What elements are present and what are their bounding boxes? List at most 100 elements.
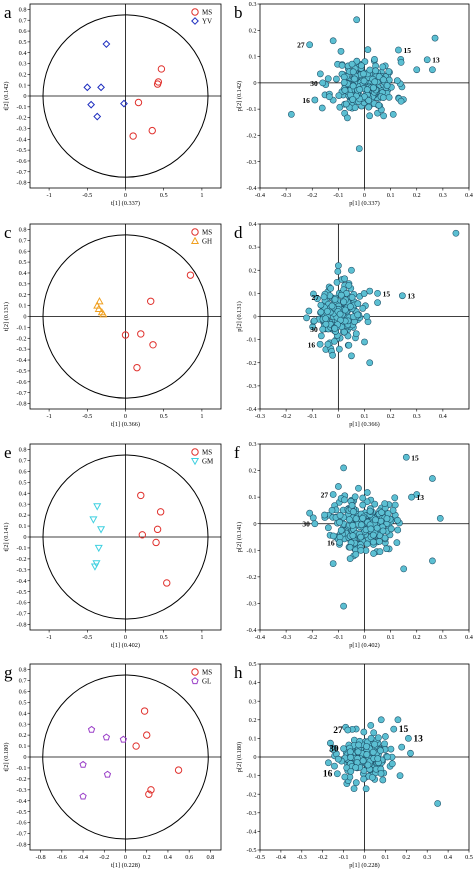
loading-point [331,296,339,303]
loading-point [344,114,351,122]
loading-point [327,739,334,747]
y-tick-label: 0.5 [249,661,257,668]
point-label: 27 [312,293,320,302]
legend-label: GM [202,458,214,466]
loading-point [340,464,347,472]
marker-gm [90,563,99,571]
x-tick-label: 0.5 [160,413,168,420]
y-tick-label: 0.1 [249,494,257,501]
x-tick-label: 0.6 [185,854,193,861]
marker-ms [149,341,157,349]
loading-point [324,524,332,532]
loading-point [375,538,383,545]
y-tick-label: -0.3 [247,601,257,608]
loading-point [452,229,460,237]
panel-letter: e [4,443,12,462]
x-tick-label: 0.5 [160,634,168,641]
loading-point [340,79,348,86]
loading-point [362,785,370,793]
x-tick-label: -0.3 [297,854,307,861]
y-tick-label: 0.5 [19,259,27,266]
x-tick-label: 1 [200,192,203,199]
loading-point [333,770,341,778]
x-tick-label: 0.1 [387,192,395,199]
loading-point [348,293,356,301]
loading-point [380,112,388,120]
marker-gh [99,310,108,318]
loading-point [348,352,355,360]
loading-point [379,63,387,71]
loading-point [349,68,357,76]
marker-yv [97,83,105,92]
x-tick-label: -0.8 [36,854,46,861]
y-tick-label: -0.4 [17,798,28,805]
y-tick-label: 0.1 [19,303,27,310]
loading-point [341,496,348,504]
y-tick-label: -0.3 [17,126,27,133]
loading-point [314,295,321,303]
x-tick-label: -1 [46,634,51,641]
loading-point [335,345,343,353]
y-tick-label: -0.5 [17,589,27,596]
loading-point [354,311,362,319]
point-label: 30 [310,325,318,334]
loading-point [389,506,397,514]
y-tick-label: 0.8 [19,7,27,14]
x-tick-label: -0.2 [99,854,109,861]
loading-point [377,716,385,724]
loading-point [347,303,354,310]
loading-point [374,289,381,297]
loading-point [365,103,373,111]
point-label: 27 [321,490,329,499]
y-tick-label: -0.1 [247,337,257,344]
loading-point [370,538,377,546]
x-axis-label: t[1] (0.228) [111,862,140,869]
panel-d: -0.3 -0.2 -0.1 0 0.1 0.2 0.3 0.4-0.4-0.3-0.2-0.… [234,221,470,428]
x-tick-label: -0.1 [339,854,349,861]
y-axis-label: p[2] (0.141) [236,522,243,552]
loading-point [366,359,374,367]
loading-point [344,726,352,734]
y-tick-label: 0 [23,534,26,541]
loading-point [317,301,325,309]
y-tick-label: 0.6 [19,248,27,255]
loading-point [351,75,358,83]
x-tick-label: 0.2 [413,634,421,641]
x-axis-label: t[1] (0.402) [111,642,140,649]
y-tick-label: -0.2 [247,133,257,140]
loading-point [323,307,331,315]
marker-gh [95,297,104,305]
y-tick-label: 0.2 [249,267,257,274]
loading-point [431,34,439,42]
y-tick-label: -0.4 [247,829,258,836]
y-tick-label: -0.1 [17,765,27,772]
loading-point [336,538,344,546]
legend-marker-yv [191,17,199,25]
loading-point [334,483,342,490]
loading-point [371,78,379,86]
marker-ms [163,579,171,587]
point-label: 13 [407,292,415,301]
y-tick-label: 0.4 [19,50,28,57]
loading-point [369,531,377,539]
y-tick-label: 0 [23,754,26,761]
loading-point [342,100,350,108]
x-tick-label: 1 [200,634,203,641]
panel-a: -1 -0.5 0 0.5 1 -0.8 -0.7 -0.6 -0.5 -0.4 -0.3 -0.2 -… [3,3,222,207]
y-axis-label: p[2] (0.131) [236,301,243,331]
loading-point [363,489,371,496]
loading-point [340,602,347,610]
y-tick-label: 0.4 [19,270,28,277]
y-tick-label: -0.7 [17,611,27,618]
y-tick-label: -0.3 [17,567,27,574]
x-tick-label: 0.4 [465,634,474,641]
loading-point [363,313,371,320]
y-tick-label: -0.4 [247,627,258,634]
x-tick-label: -0.5 [255,854,265,861]
y-tick-label: 0.4 [249,680,258,687]
x-tick-label: 0.2 [387,413,395,420]
y-axis-label: t[2] (0.180) [3,742,10,771]
loading-point [434,800,442,807]
marker-ms [147,786,155,794]
x-tick-label: -0.3 [281,192,291,199]
